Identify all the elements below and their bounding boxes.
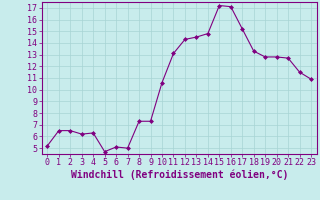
X-axis label: Windchill (Refroidissement éolien,°C): Windchill (Refroidissement éolien,°C) xyxy=(70,170,288,180)
